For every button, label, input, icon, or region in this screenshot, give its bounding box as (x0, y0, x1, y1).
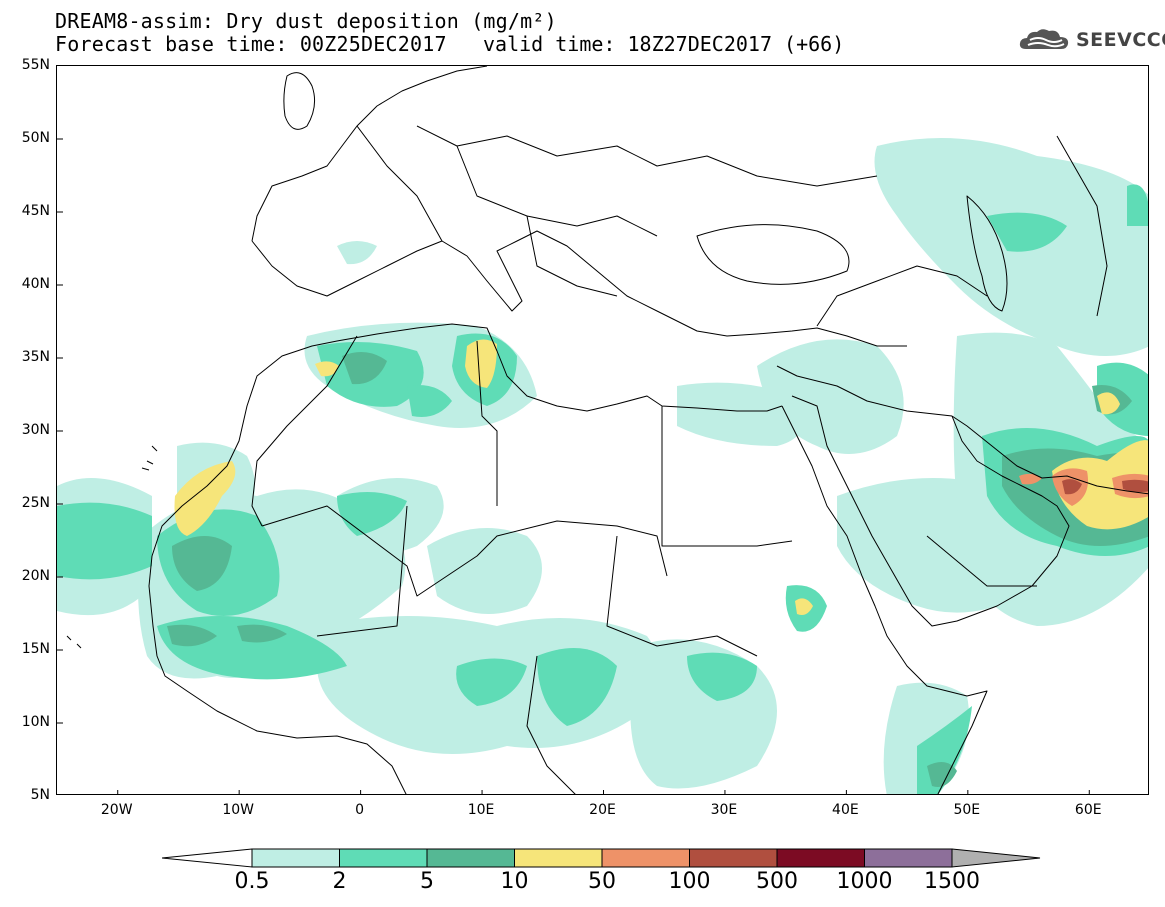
chart-title: DREAM8-assim: Dry dust deposition (mg/m²… (55, 9, 557, 33)
colorbar-label: 1000 (836, 869, 893, 894)
lon-label: 20W (100, 802, 133, 818)
colorbar-label: 1500 (924, 869, 980, 894)
lat-lon-ticks (57, 138, 1090, 794)
cloud-icon (1019, 29, 1069, 49)
lat-label: 30N (21, 422, 50, 438)
lat-label: 40N (21, 276, 50, 292)
lat-label: 20N (21, 568, 50, 584)
colorbar (162, 848, 1041, 868)
lat-label: 50N (21, 130, 50, 146)
logo-text: SEEVCCC (1076, 29, 1165, 51)
colorbar-cell (689, 848, 778, 868)
colorbar-cell (426, 848, 515, 868)
lon-label: 60E (1074, 802, 1102, 818)
coastlines-borders (66, 66, 1148, 794)
colorbar-cell (339, 848, 428, 868)
colorbar-label: 50 (588, 869, 616, 894)
dust-deposition-map (57, 66, 1148, 794)
lat-label: 5N (30, 787, 50, 803)
seevccc-logo: SEEVCCC (1018, 26, 1165, 54)
colorbar-cell (864, 848, 953, 868)
valid-time: valid time: 18Z27DEC2017 (+66) (483, 32, 845, 56)
lon-label: 40E (832, 802, 859, 818)
colorbar-label: 100 (668, 869, 711, 894)
lon-label: 50E (953, 802, 981, 818)
dust-field (57, 138, 1148, 794)
lon-label: 10E (467, 802, 495, 818)
lat-label: 10N (21, 714, 50, 730)
lon-label: 10W (222, 802, 254, 818)
colorbar-label: 0.5 (234, 869, 270, 894)
colorbar-label: 5 (420, 869, 434, 894)
lat-label: 25N (21, 495, 50, 511)
colorbar-label: 10 (500, 869, 529, 894)
colorbar-cell (601, 848, 690, 868)
lat-label: 45N (21, 203, 50, 219)
lon-label: 30E (710, 802, 738, 818)
colorbar-label: 500 (756, 869, 798, 894)
colorbar-high-arrow (951, 848, 1041, 868)
map-panel (56, 65, 1149, 795)
colorbar-label: 2 (332, 869, 347, 894)
lat-label: 35N (21, 349, 50, 365)
lon-label: 0 (355, 802, 365, 818)
colorbar-low-arrow (162, 848, 253, 868)
lon-label: 20E (589, 802, 616, 818)
colorbar-cell (251, 848, 340, 868)
forecast-base-time: Forecast base time: 00Z25DEC2017 (55, 32, 447, 56)
colorbar-cell (776, 848, 865, 868)
lat-label: 15N (21, 641, 50, 657)
lat-label: 55N (21, 57, 50, 73)
colorbar-cell (514, 848, 603, 868)
